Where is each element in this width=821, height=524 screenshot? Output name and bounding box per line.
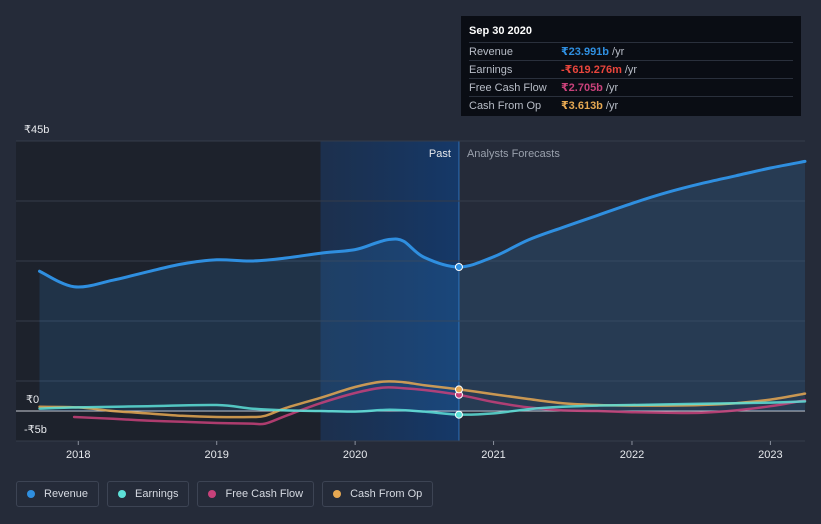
legend-dot-icon (27, 490, 35, 498)
forecast-label: Analysts Forecasts (467, 148, 560, 160)
tooltip-unit: /yr (624, 63, 638, 76)
history-band (16, 141, 321, 441)
y-tick-label: ₹0 (26, 394, 39, 406)
series-line-revenue (38, 159, 807, 289)
legend-free-cash-flow-toggle[interactable]: Free Cash Flow (197, 481, 315, 507)
legend-dot-icon (118, 490, 127, 498)
x-tick-label: 2022 (620, 449, 644, 461)
series-line-free-cash-flow (72, 386, 807, 426)
tooltip-row-free-cash-flow: Free Cash Flow ₹2.705b /yr (469, 78, 793, 96)
tooltip-value: -₹619.276m (561, 64, 622, 76)
x-tick-label: 2021 (481, 449, 505, 461)
point-cash-from-op (454, 385, 463, 394)
legend-cash-from-op-toggle[interactable]: Cash From Op (322, 481, 434, 507)
tooltip-row-revenue: Revenue ₹23.991b /yr (469, 42, 793, 60)
legend-label: Revenue (44, 488, 89, 500)
tooltip-value: ₹23.991b (561, 46, 610, 58)
tooltip-value: ₹3.613b (561, 100, 603, 112)
series-area-revenue (39, 161, 805, 411)
x-tick-label: 2020 (343, 449, 367, 461)
x-tick-label: 2019 (204, 449, 228, 461)
tooltip-unit: /yr (612, 45, 625, 58)
legend-dot-icon (208, 490, 217, 498)
legend-dot-icon (333, 490, 342, 498)
x-tick-label: 2018 (66, 449, 90, 461)
legend-label: Cash From Op (350, 488, 423, 500)
tooltip-label: Earnings (469, 63, 513, 76)
point-earnings (454, 410, 463, 419)
chart-legend: Revenue Earnings Free Cash Flow Cash Fro… (16, 481, 434, 507)
tooltip-value: ₹2.705b (561, 82, 603, 94)
tooltip-label: Cash From Op (469, 99, 542, 112)
tooltip-unit: /yr (605, 99, 619, 112)
legend-earnings-toggle[interactable]: Earnings (107, 481, 190, 507)
data-tooltip: Sep 30 2020 Revenue ₹23.991b /yr Earning… (461, 16, 801, 116)
legend-label: Free Cash Flow (225, 488, 304, 500)
legend-revenue-toggle[interactable]: Revenue (16, 481, 100, 507)
legend-label: Earnings (135, 488, 179, 500)
past-label: Past (429, 148, 451, 160)
y-tick-label: ₹45b (24, 124, 49, 136)
tooltip-unit: /yr (605, 81, 619, 94)
x-tick-label: 2023 (758, 449, 782, 461)
tooltip-row-cash-from-op: Cash From Op ₹3.613b /yr (469, 96, 793, 114)
tooltip-label: Revenue (469, 45, 514, 58)
tooltip-row-earnings: Earnings -₹619.276m /yr (469, 60, 793, 78)
tooltip-date: Sep 30 2020 (469, 25, 532, 37)
y-tick-label: -₹5b (24, 424, 47, 436)
tooltip-label: Free Cash Flow (469, 81, 547, 94)
point-revenue (454, 263, 463, 271)
